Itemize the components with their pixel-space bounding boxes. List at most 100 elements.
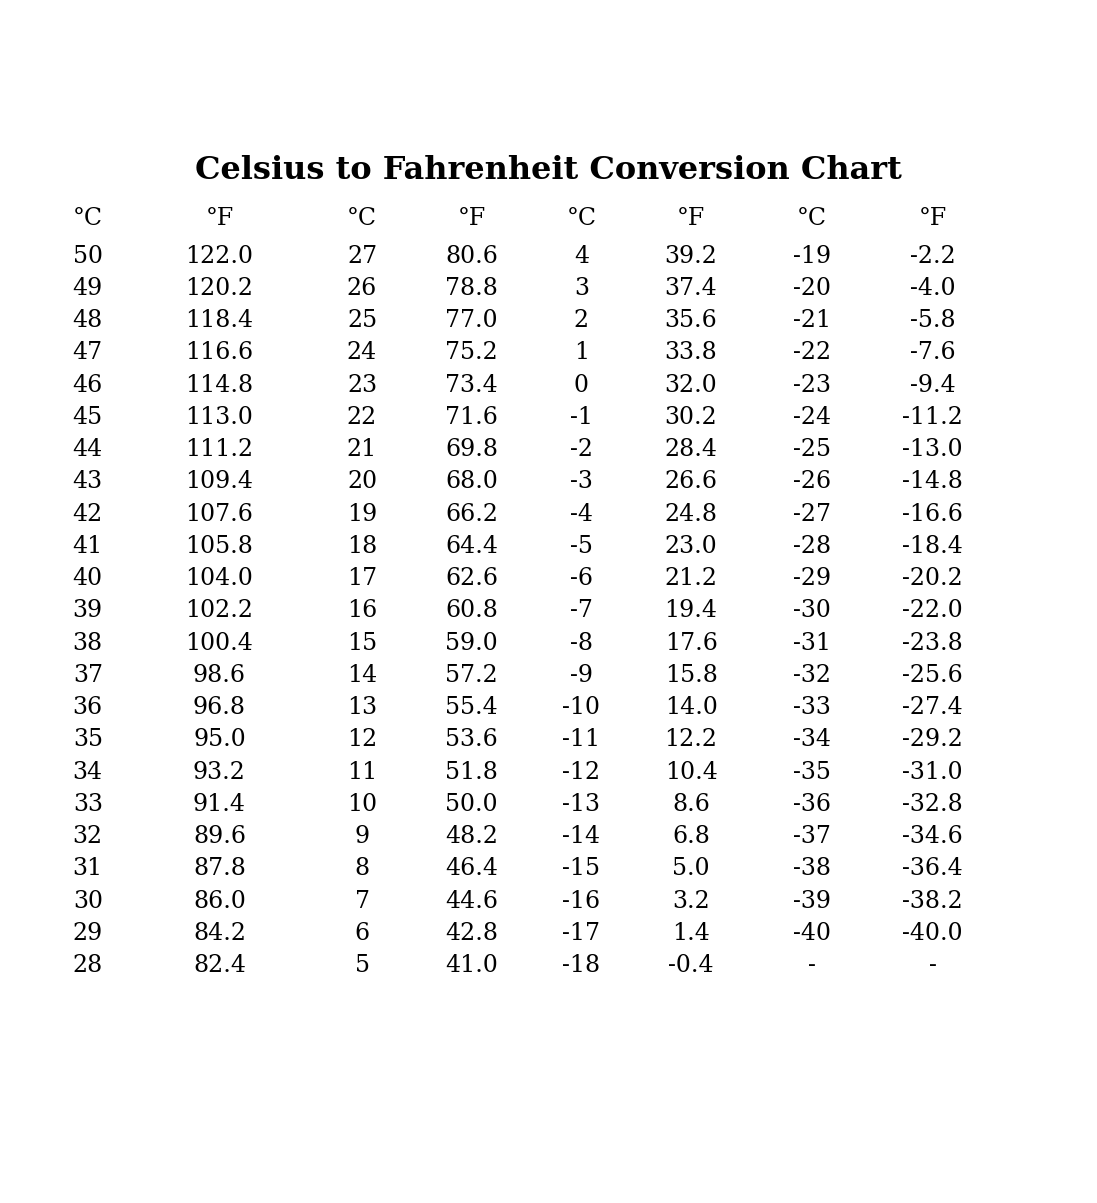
- Text: -23: -23: [793, 374, 830, 397]
- Text: -2: -2: [570, 438, 592, 461]
- Text: 24: 24: [347, 342, 377, 365]
- Text: 19.4: 19.4: [665, 599, 717, 622]
- Text: -38.2: -38.2: [902, 889, 963, 913]
- Text: 5.0: 5.0: [672, 858, 710, 881]
- Text: -13.0: -13.0: [902, 438, 963, 461]
- Text: -37: -37: [793, 825, 830, 848]
- Text: -7: -7: [570, 599, 592, 622]
- Text: 62.6: 62.6: [445, 567, 498, 591]
- Text: 111.2: 111.2: [185, 438, 253, 461]
- Text: 86.0: 86.0: [193, 889, 246, 913]
- Text: 14.0: 14.0: [665, 697, 717, 719]
- Text: 98.6: 98.6: [193, 664, 246, 687]
- Text: -16.6: -16.6: [902, 503, 963, 526]
- Text: 96.8: 96.8: [193, 697, 246, 719]
- Text: 4: 4: [574, 244, 589, 268]
- Text: 20: 20: [347, 470, 377, 493]
- Text: 93.2: 93.2: [193, 760, 246, 783]
- Text: 38: 38: [72, 632, 103, 654]
- Text: 50.0: 50.0: [445, 793, 498, 816]
- Text: -15: -15: [563, 858, 600, 881]
- Text: -31.0: -31.0: [902, 760, 963, 783]
- Text: 5: 5: [354, 954, 370, 977]
- Text: 46: 46: [72, 374, 103, 397]
- Text: 14: 14: [347, 664, 377, 687]
- Text: 35: 35: [72, 728, 103, 752]
- Text: -40.0: -40.0: [902, 921, 963, 944]
- Text: 34: 34: [72, 760, 103, 783]
- Text: 78.8: 78.8: [445, 277, 498, 300]
- Text: 57.2: 57.2: [445, 664, 498, 687]
- Text: -12: -12: [563, 760, 600, 783]
- Text: 89.6: 89.6: [193, 825, 246, 848]
- Text: 17: 17: [347, 567, 377, 591]
- Text: °F: °F: [677, 207, 705, 231]
- Text: -39: -39: [793, 889, 830, 913]
- Text: -18.4: -18.4: [902, 535, 963, 558]
- Text: 30.2: 30.2: [665, 405, 717, 429]
- Text: °C: °C: [72, 207, 103, 231]
- Text: -5: -5: [570, 535, 592, 558]
- Text: 13: 13: [347, 697, 377, 719]
- Text: 35.6: 35.6: [665, 309, 717, 332]
- Text: -24: -24: [793, 405, 830, 429]
- Text: -34: -34: [793, 728, 830, 752]
- Text: 48: 48: [72, 309, 103, 332]
- Text: -14.8: -14.8: [902, 470, 963, 493]
- Text: 66.2: 66.2: [445, 503, 498, 526]
- Text: 49: 49: [72, 277, 103, 300]
- Text: -11: -11: [563, 728, 600, 752]
- Text: -34.6: -34.6: [902, 825, 963, 848]
- Text: 26.6: 26.6: [665, 470, 717, 493]
- Text: 26: 26: [347, 277, 377, 300]
- Text: 73.4: 73.4: [445, 374, 498, 397]
- Text: 91.4: 91.4: [193, 793, 246, 816]
- Text: 107.6: 107.6: [185, 503, 253, 526]
- Text: -0.4: -0.4: [668, 954, 714, 977]
- Text: 2: 2: [574, 309, 589, 332]
- Text: 23.0: 23.0: [665, 535, 717, 558]
- Text: 60.8: 60.8: [445, 599, 498, 622]
- Text: 15: 15: [347, 632, 377, 654]
- Text: 46.4: 46.4: [445, 858, 498, 881]
- Text: 84.2: 84.2: [193, 921, 246, 944]
- Text: -25.6: -25.6: [902, 664, 963, 687]
- Text: °F: °F: [457, 207, 486, 231]
- Text: 77.0: 77.0: [445, 309, 498, 332]
- Text: 22: 22: [347, 405, 377, 429]
- Text: 80.6: 80.6: [445, 244, 498, 268]
- Text: 29: 29: [72, 921, 103, 944]
- Text: -9: -9: [570, 664, 592, 687]
- Text: -20: -20: [793, 277, 830, 300]
- Text: -4.0: -4.0: [909, 277, 955, 300]
- Text: 19: 19: [347, 503, 377, 526]
- Text: 36: 36: [72, 697, 103, 719]
- Text: 68.0: 68.0: [445, 470, 498, 493]
- Text: 44.6: 44.6: [445, 889, 498, 913]
- Text: 3.2: 3.2: [672, 889, 710, 913]
- Text: -: -: [928, 954, 937, 977]
- Text: -: -: [807, 954, 816, 977]
- Text: -4: -4: [570, 503, 592, 526]
- Text: -40: -40: [793, 921, 830, 944]
- Text: 113.0: 113.0: [185, 405, 253, 429]
- Text: -32.8: -32.8: [902, 793, 963, 816]
- Text: 18: 18: [347, 535, 377, 558]
- Text: -11.2: -11.2: [902, 405, 963, 429]
- Text: 21: 21: [347, 438, 377, 461]
- Text: -5.8: -5.8: [909, 309, 955, 332]
- Text: 37.4: 37.4: [665, 277, 717, 300]
- Text: -22: -22: [793, 342, 830, 365]
- Text: 41: 41: [72, 535, 103, 558]
- Text: 75.2: 75.2: [445, 342, 498, 365]
- Text: °C: °C: [796, 207, 827, 231]
- Text: -22.0: -22.0: [902, 599, 963, 622]
- Text: -35: -35: [793, 760, 830, 783]
- Text: 30: 30: [72, 889, 103, 913]
- Text: -32: -32: [793, 664, 830, 687]
- Text: -27: -27: [793, 503, 830, 526]
- Text: 28: 28: [72, 954, 103, 977]
- Text: 102.2: 102.2: [185, 599, 253, 622]
- Text: -20.2: -20.2: [902, 567, 963, 591]
- Text: 16: 16: [347, 599, 377, 622]
